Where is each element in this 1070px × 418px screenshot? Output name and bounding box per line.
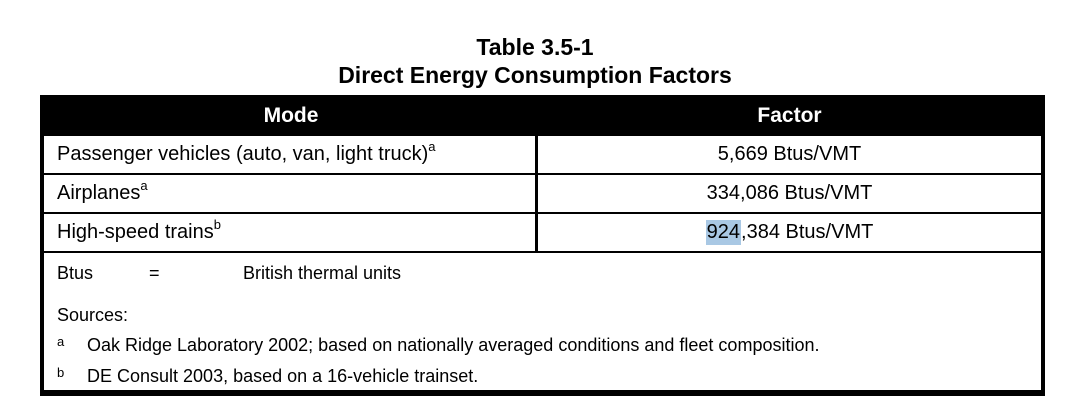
footnote-marker: a [57, 334, 65, 349]
abbreviation-line: Btus = British thermal units [57, 263, 401, 284]
mode-cell: Passenger vehicles (auto, van, light tru… [44, 136, 538, 173]
data-table: Mode Factor Passenger vehicles (auto, va… [40, 95, 1045, 396]
table-footer: Btus = British thermal units Sources: a Oak… [44, 253, 1041, 390]
table-title-line2: Direct Energy Consumption Factors [338, 62, 732, 88]
table-row: High-speed trains b 924,384 Btus/VMT [44, 214, 1041, 253]
factor-value: 5,669 Btus/VMT [717, 143, 862, 165]
mode-cell: High-speed trains b [44, 214, 538, 251]
header-cell-mode: Mode [263, 103, 319, 127]
mode-text: Airplanes [57, 182, 141, 204]
mode-cell: Airplanes a [44, 175, 538, 212]
abbrev-definition: British thermal units [243, 263, 402, 283]
factor-value: ,384 Btus/VMT [741, 221, 874, 243]
factor-cell: 334,086 Btus/VMT [538, 175, 1041, 212]
abbrev-equals: = [149, 263, 160, 283]
factor-value: 334,086 Btus/VMT [706, 182, 873, 204]
table-header-row: Mode Factor [44, 95, 1041, 136]
mode-text: High-speed trains [57, 221, 214, 243]
sources-label: Sources: [57, 305, 129, 325]
table-title-line1: Table 3.5-1 [476, 34, 594, 60]
footnote-a: a Oak Ridge Laboratory 2002; based on nat… [57, 334, 820, 356]
table-title: Table 3.5-1 Direct Energy Consumption Fa… [0, 33, 1070, 89]
factor-highlight: 924 [705, 220, 742, 245]
factor-cell: 924,384 Btus/VMT [538, 214, 1041, 251]
table-row: Passenger vehicles (auto, van, light tru… [44, 136, 1041, 175]
mode-text: Passenger vehicles (auto, van, light tru… [57, 143, 429, 165]
header-cell-factor: Factor [757, 103, 822, 127]
table-row: Airplanes a 334,086 Btus/VMT [44, 175, 1041, 214]
footnote-text: Oak Ridge Laboratory 2002; based on nati… [87, 335, 820, 355]
factor-cell: 5,669 Btus/VMT [538, 136, 1041, 173]
footnote-marker: b [57, 365, 65, 380]
abbrev-term: Btus [57, 263, 94, 283]
footnote-b: b DE Consult 2003, based on a 16-vehicle … [57, 365, 479, 387]
footnote-text: DE Consult 2003, based on a 16-vehicle t… [87, 366, 479, 386]
